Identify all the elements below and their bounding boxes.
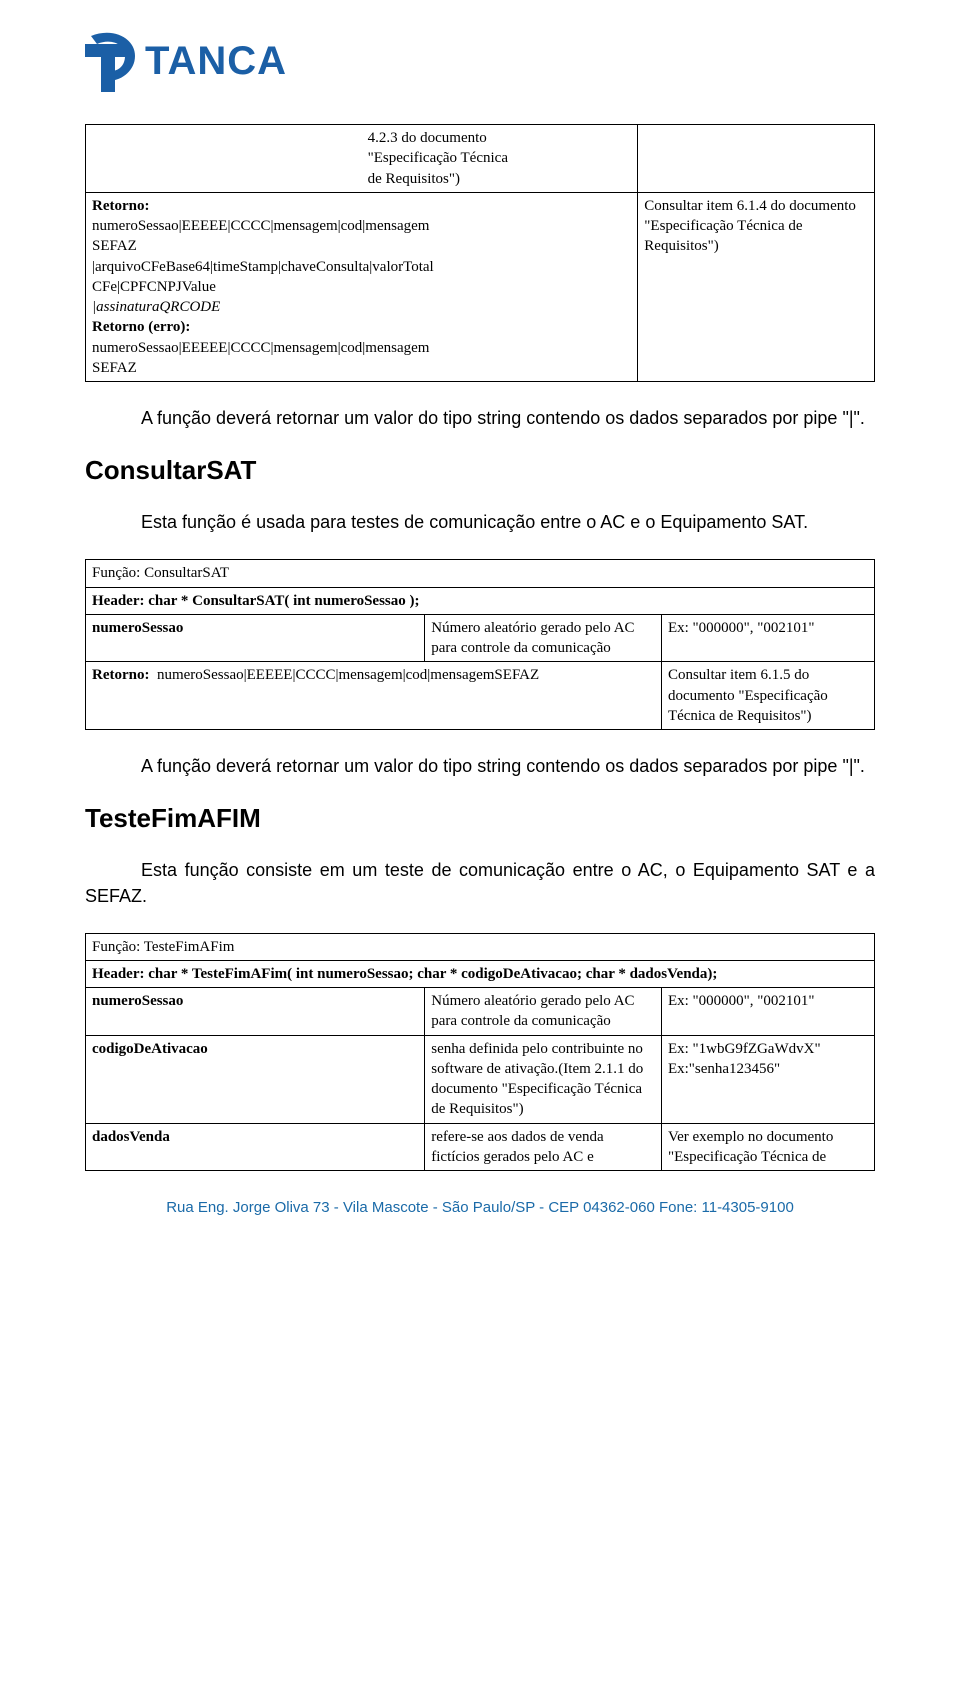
table-row: Header: char * TesteFimAFim( int numeroS… [86, 960, 875, 987]
paragraph: A função deverá retornar um valor do tip… [85, 754, 875, 779]
text: Consultar item 6.1.4 do documento [644, 198, 856, 214]
label: dadosVenda [92, 1129, 170, 1145]
page-footer: Rua Eng. Jorge Oliva 73 - Vila Mascote -… [85, 1199, 875, 1216]
paragraph: Esta função é usada para testes de comun… [85, 510, 875, 535]
text: Ex: "000000", "002101" [661, 614, 874, 662]
table-row: Retorno: numeroSessao|EEEEE|CCCC|mensage… [86, 192, 875, 381]
text: Ex: "1wbG9fZGaWdvX" [668, 1041, 821, 1057]
table-row: codigoDeAtivacao senha definida pelo con… [86, 1035, 875, 1123]
text: de Requisitos") [368, 171, 460, 187]
table-row: dadosVenda refere-se aos dados de venda … [86, 1123, 875, 1171]
text: CFe|CPFCNPJValue [92, 279, 216, 295]
text: Ver exemplo no documento "Especificação … [661, 1123, 874, 1171]
spec-table-1: 4.2.3 do documento "Especificação Técnic… [85, 124, 875, 382]
logo: TANCA [85, 30, 875, 96]
label: numeroSessao [92, 993, 183, 1009]
text: |assinaturaQRCODE [92, 299, 220, 315]
table-row: numeroSessao Número aleatório gerado pel… [86, 614, 875, 662]
label: numeroSessao [92, 620, 183, 636]
spec-table-2: Função: ConsultarSAT Header: char * Cons… [85, 559, 875, 730]
text: "Especificação Técnica [368, 150, 508, 166]
section-heading-consultarsat: ConsultarSAT [85, 455, 875, 486]
text: Ex: "000000", "002101" [661, 988, 874, 1036]
label: codigoDeAtivacao [92, 1041, 208, 1057]
text: SEFAZ [92, 238, 137, 254]
tanca-logo-icon: TANCA [85, 30, 305, 96]
text: numeroSessao|EEEEE|CCCC|mensagem|cod|men… [92, 218, 429, 234]
table-row: Header: char * ConsultarSAT( int numeroS… [86, 587, 875, 614]
section-heading-testefimafim: TesteFimAFIM [85, 803, 875, 834]
text: numeroSessao|EEEEE|CCCC|mensagem|cod|men… [92, 340, 429, 356]
text: Ex:"senha123456" [668, 1061, 780, 1077]
table-row: numeroSessao Número aleatório gerado pel… [86, 988, 875, 1036]
logo-text: TANCA [145, 39, 287, 83]
text: Header: char * ConsultarSAT( int numeroS… [86, 587, 875, 614]
text: Consultar item 6.1.5 do documento "Espec… [661, 662, 874, 730]
text: SEFAZ [92, 360, 137, 376]
table-row: Função: ConsultarSAT [86, 560, 875, 587]
text: Número aleatório gerado pelo AC para con… [425, 988, 662, 1036]
label: Retorno (erro): [92, 319, 190, 335]
text: |arquivoCFeBase64|timeStamp|chaveConsult… [92, 259, 434, 275]
table-row: Função: TesteFimAFim [86, 933, 875, 960]
spec-table-3: Função: TesteFimAFim Header: char * Test… [85, 933, 875, 1172]
text: 4.2.3 do documento [368, 130, 487, 146]
label: Retorno: [92, 198, 149, 214]
paragraph: Esta função consiste em um teste de comu… [85, 858, 875, 908]
table-row: Retorno: numeroSessao|EEEEE|CCCC|mensage… [86, 662, 875, 730]
text: Header: char * TesteFimAFim( int numeroS… [86, 960, 875, 987]
paragraph: A função deverá retornar um valor do tip… [85, 406, 875, 431]
text: refere-se aos dados de venda fictícios g… [425, 1123, 662, 1171]
text: Função: TesteFimAFim [86, 933, 875, 960]
text: "Especificação Técnica de Requisitos") [644, 218, 802, 254]
text: Número aleatório gerado pelo AC para con… [425, 614, 662, 662]
text: Função: ConsultarSAT [86, 560, 875, 587]
label: Retorno: [92, 667, 149, 683]
text: numeroSessao|EEEEE|CCCC|mensagem|cod|men… [153, 667, 539, 683]
table-row: 4.2.3 do documento "Especificação Técnic… [86, 125, 875, 193]
text: senha definida pelo contribuinte no soft… [425, 1035, 662, 1123]
